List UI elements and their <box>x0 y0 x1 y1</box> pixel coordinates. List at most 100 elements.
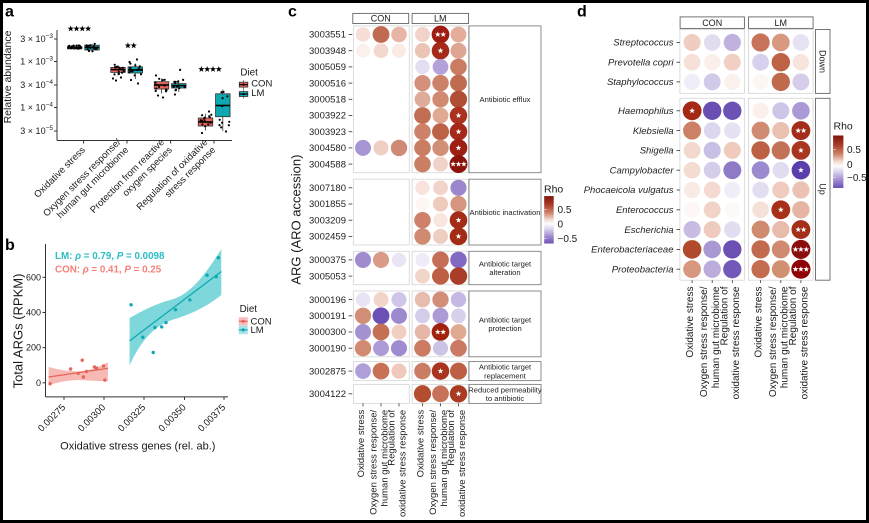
svg-text:Down: Down <box>818 50 828 73</box>
svg-text:c: c <box>288 4 297 21</box>
svg-text:0: 0 <box>558 219 564 230</box>
svg-text:Shigella: Shigella <box>640 146 674 157</box>
svg-text:Escherichia: Escherichia <box>624 225 673 236</box>
svg-text:Oxidative stress: Oxidative stress <box>356 410 367 478</box>
svg-text:oxidative stress response: oxidative stress response <box>397 410 408 517</box>
svg-text:oxidative stress response: oxidative stress response <box>800 286 811 399</box>
svg-text:Rho: Rho <box>834 121 853 133</box>
svg-text:Diet: Diet <box>240 304 258 315</box>
svg-text:a: a <box>5 4 14 21</box>
svg-text:Relative abundance: Relative abundance <box>2 30 14 123</box>
svg-text:3003551: 3003551 <box>309 30 346 41</box>
svg-text:3004122: 3004122 <box>309 389 346 400</box>
svg-text:3003923: 3003923 <box>309 127 346 138</box>
svg-text:d: d <box>577 4 587 21</box>
svg-text:oxidative stress response: oxidative stress response <box>457 410 468 517</box>
svg-text:3000190: 3000190 <box>309 343 346 354</box>
svg-text:−0.5: −0.5 <box>558 234 578 245</box>
svg-text:Streptococcus: Streptococcus <box>613 38 673 49</box>
svg-text:LM: ρ = 0.79, P = 0.0098: LM: ρ = 0.79, P = 0.0098 <box>55 251 165 262</box>
svg-text:human gut microbiome: human gut microbiome <box>711 286 722 388</box>
svg-text:Enterobacteriaceae: Enterobacteriaceae <box>591 245 673 256</box>
svg-text:1 × 10−4: 1 × 10−4 <box>20 102 53 113</box>
svg-text:LM: LM <box>251 325 264 336</box>
svg-text:0.5: 0.5 <box>847 145 861 156</box>
svg-text:Regulation of: Regulation of <box>788 286 799 345</box>
svg-text:Antibiotic target: Antibiotic target <box>479 363 532 372</box>
svg-text:LM: LM <box>775 18 788 28</box>
svg-text:protection: protection <box>488 324 521 333</box>
svg-text:CON: CON <box>251 317 272 328</box>
svg-text:human gut microbiome: human gut microbiome <box>439 410 450 507</box>
svg-text:Regulation of: Regulation of <box>719 286 730 345</box>
svg-text:Regulation of: Regulation of <box>446 409 457 465</box>
svg-text:Oxidative stress: Oxidative stress <box>753 287 764 358</box>
svg-text:3002459: 3002459 <box>309 232 346 243</box>
svg-text:Antibiotic target: Antibiotic target <box>479 315 532 324</box>
svg-text:Campylobacter: Campylobacter <box>610 165 675 176</box>
svg-text:3000196: 3000196 <box>309 295 346 306</box>
svg-text:3 × 10−4: 3 × 10−4 <box>20 79 53 90</box>
svg-text:Rho: Rho <box>544 184 563 196</box>
svg-text:3000191: 3000191 <box>309 311 346 322</box>
svg-text:Diet: Diet <box>240 67 258 78</box>
svg-text:replacement: replacement <box>484 371 527 380</box>
svg-text:to antibiotic: to antibiotic <box>486 394 525 403</box>
svg-text:Antibiotic inactivation: Antibiotic inactivation <box>470 208 541 217</box>
svg-text:Oxygen stress response/: Oxygen stress response/ <box>368 409 379 514</box>
svg-text:LM: LM <box>434 13 447 23</box>
svg-text:600: 600 <box>26 272 41 282</box>
svg-text:400: 400 <box>26 308 41 318</box>
svg-text:Up: Up <box>818 183 828 195</box>
svg-text:Phocaeicola vulgatus: Phocaeicola vulgatus <box>584 185 674 196</box>
svg-text:Enterococcus: Enterococcus <box>616 205 674 216</box>
svg-text:oxidative stress response: oxidative stress response <box>731 286 742 399</box>
svg-text:CON: CON <box>251 79 272 90</box>
svg-text:alteration: alteration <box>489 268 520 277</box>
svg-text:3005053: 3005053 <box>309 271 346 282</box>
svg-text:CON: CON <box>371 13 391 23</box>
svg-text:Oxygen stress response/: Oxygen stress response/ <box>428 409 439 514</box>
svg-text:0.5: 0.5 <box>558 205 572 216</box>
svg-text:3004580: 3004580 <box>309 143 346 154</box>
svg-text:200: 200 <box>26 343 41 353</box>
svg-text:3000300: 3000300 <box>309 327 346 338</box>
svg-text:3000516: 3000516 <box>309 78 346 89</box>
svg-text:3001855: 3001855 <box>309 199 346 210</box>
svg-text:3000375: 3000375 <box>309 255 346 266</box>
svg-text:0: 0 <box>36 378 41 388</box>
svg-text:CON: ρ = 0.41, P = 0.25: CON: ρ = 0.41, P = 0.25 <box>55 265 162 276</box>
svg-text:human gut microbiome: human gut microbiome <box>379 410 390 507</box>
svg-text:1 × 10−3: 1 × 10−3 <box>20 56 53 67</box>
svg-text:CON: CON <box>702 18 722 28</box>
svg-text:3 × 10−3: 3 × 10−3 <box>20 33 53 44</box>
svg-text:3007180: 3007180 <box>309 183 346 194</box>
svg-text:Total ARGs (RPKM): Total ARGs (RPKM) <box>11 274 26 389</box>
svg-text:Staphylococcus: Staphylococcus <box>607 77 674 88</box>
svg-text:−0.5: −0.5 <box>847 173 867 184</box>
svg-text:Oxygen stress response/: Oxygen stress response/ <box>699 286 710 397</box>
svg-text:3003948: 3003948 <box>309 46 346 57</box>
svg-text:0: 0 <box>847 160 853 171</box>
svg-text:Regulation of: Regulation of <box>386 409 397 465</box>
svg-text:Oxidative stress genes (rel. a: Oxidative stress genes (rel. ab.) <box>60 441 215 453</box>
svg-text:3005059: 3005059 <box>309 62 346 73</box>
svg-text:ARG (ARO accession): ARG (ARO accession) <box>289 155 304 285</box>
svg-text:3003922: 3003922 <box>309 111 346 122</box>
svg-text:LM: LM <box>251 88 264 99</box>
svg-text:3004588: 3004588 <box>309 159 346 170</box>
svg-text:Klebsiella: Klebsiella <box>633 126 674 137</box>
svg-text:Haemophilus: Haemophilus <box>618 106 674 117</box>
svg-text:3 × 10−5: 3 × 10−5 <box>20 125 53 136</box>
svg-text:3003209: 3003209 <box>309 215 346 226</box>
svg-text:Oxygen stress response/: Oxygen stress response/ <box>768 286 779 397</box>
svg-text:human gut microbiome: human gut microbiome <box>779 286 790 388</box>
svg-text:Proteobacteria: Proteobacteria <box>612 264 674 275</box>
svg-text:b: b <box>5 237 15 254</box>
svg-text:Oxidative stress: Oxidative stress <box>415 410 426 478</box>
svg-text:Prevotella copri: Prevotella copri <box>608 57 674 68</box>
svg-text:Antibiotic efflux: Antibiotic efflux <box>480 95 531 104</box>
svg-text:Reduced permeability: Reduced permeability <box>468 385 542 394</box>
svg-text:3002875: 3002875 <box>309 366 346 377</box>
svg-text:Antibiotic target: Antibiotic target <box>479 260 532 269</box>
